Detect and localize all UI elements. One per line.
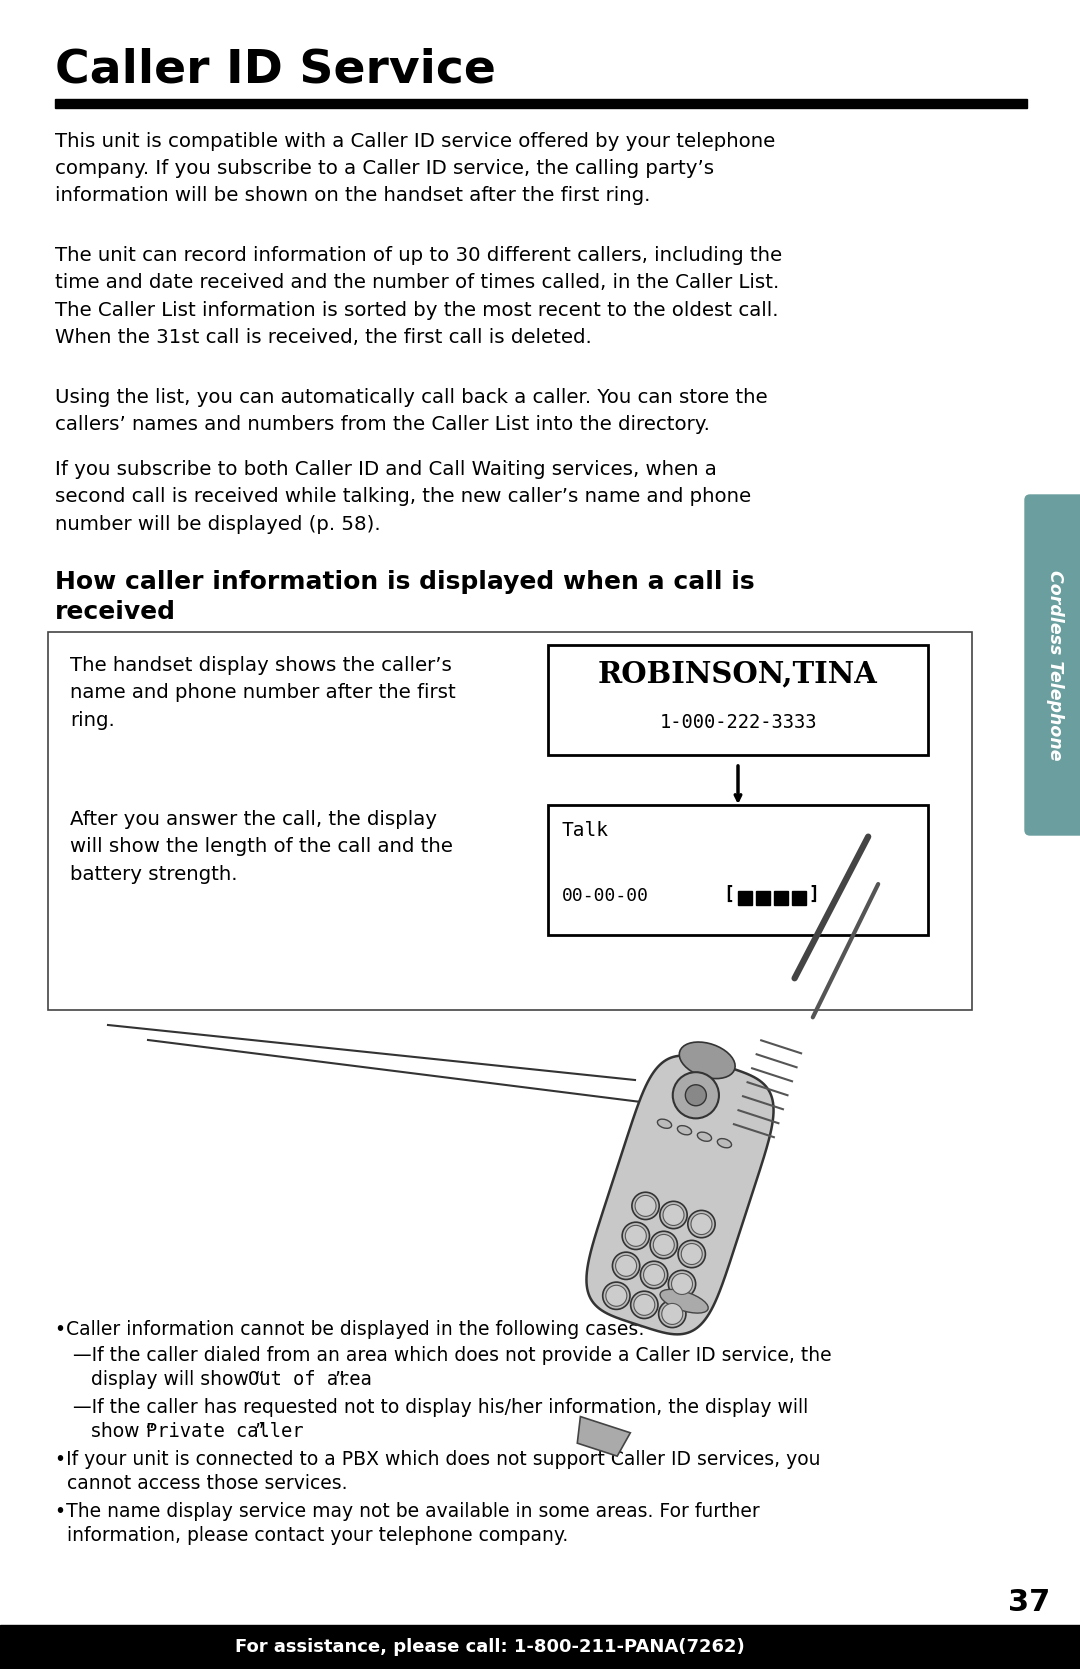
Polygon shape [660,1290,708,1314]
FancyBboxPatch shape [1025,496,1080,834]
Text: ROBINSON,TINA: ROBINSON,TINA [598,659,878,688]
Ellipse shape [677,1125,691,1135]
Circle shape [663,1205,684,1225]
Text: —If the caller has requested not to display his/her information, the display wil: —If the caller has requested not to disp… [73,1399,808,1417]
Ellipse shape [717,1138,731,1148]
Circle shape [691,1213,712,1235]
Text: cannot access those services.: cannot access those services. [55,1474,348,1494]
Ellipse shape [658,1120,672,1128]
Circle shape [632,1192,659,1220]
Text: [: [ [723,885,734,903]
Circle shape [669,1270,696,1297]
Circle shape [653,1235,674,1255]
Text: For assistance, please call: 1-800-211-PANA(7262): For assistance, please call: 1-800-211-P… [235,1637,745,1656]
Text: After you answer the call, the display
will show the length of the call and the
: After you answer the call, the display w… [70,809,453,883]
Text: The handset display shows the caller’s
name and phone number after the first
rin: The handset display shows the caller’s n… [70,656,456,729]
Text: ”.: ”. [334,1370,350,1389]
Text: Private caller: Private caller [146,1422,303,1440]
Bar [55,98,1027,108]
Circle shape [659,1300,686,1327]
Circle shape [634,1295,654,1315]
Bar [738,891,752,905]
Text: •Caller information cannot be displayed in the following cases:: •Caller information cannot be displayed … [55,1320,645,1339]
Text: received: received [55,599,176,624]
Text: Out of area: Out of area [248,1370,372,1389]
Circle shape [686,1085,706,1107]
Text: 00-00-00: 00-00-00 [562,886,649,905]
Text: 37: 37 [1008,1587,1050,1617]
Circle shape [688,1210,715,1238]
Text: 1-000-222-3333: 1-000-222-3333 [659,713,816,733]
Bar [774,891,788,905]
Circle shape [640,1262,667,1288]
Text: Caller ID Service: Caller ID Service [55,48,496,93]
Circle shape [625,1225,646,1247]
Text: How caller information is displayed when a call is: How caller information is displayed when… [55,571,755,594]
Circle shape [660,1202,687,1228]
Ellipse shape [698,1132,712,1142]
Circle shape [631,1292,658,1319]
Text: display will show “: display will show “ [91,1370,265,1389]
Bar [548,804,928,935]
Circle shape [616,1255,636,1277]
Bar [548,644,928,754]
Circle shape [662,1303,683,1325]
Text: show “: show “ [91,1422,156,1440]
Text: •If your unit is connected to a PBX which does not support Caller ID services, y: •If your unit is connected to a PBX whic… [55,1450,821,1469]
Polygon shape [586,1056,773,1334]
Text: Cordless Telephone: Cordless Telephone [1047,569,1064,761]
Text: ”.: ”. [254,1422,270,1440]
Text: If you subscribe to both Caller ID and Call Waiting services, when a
second call: If you subscribe to both Caller ID and C… [55,461,751,534]
Text: information, please contact your telephone company.: information, please contact your telepho… [55,1525,568,1545]
Circle shape [622,1222,649,1250]
Text: •The name display service may not be available in some areas. For further: •The name display service may not be ava… [55,1502,759,1520]
Polygon shape [578,1417,631,1455]
Circle shape [612,1252,639,1280]
Circle shape [603,1282,630,1310]
Circle shape [635,1195,656,1217]
Text: Using the list, you can automatically call back a caller. You can store the
call: Using the list, you can automatically ca… [55,387,768,434]
Text: This unit is compatible with a Caller ID service offered by your telephone
compa: This unit is compatible with a Caller ID… [55,132,775,205]
Bar [48,633,972,1010]
Circle shape [650,1232,677,1258]
Text: Talk: Talk [562,821,609,840]
Circle shape [672,1273,692,1295]
Text: —If the caller dialed from an area which does not provide a Caller ID service, t: —If the caller dialed from an area which… [73,1345,832,1365]
Bar [792,891,806,905]
Text: The unit can record information of up to 30 different callers, including the
tim: The unit can record information of up to… [55,245,782,347]
Bar [756,891,770,905]
Text: ]: ] [808,885,819,903]
Circle shape [678,1240,705,1268]
Circle shape [681,1243,702,1265]
Circle shape [673,1071,719,1118]
Bar [0,1626,1080,1669]
Circle shape [644,1265,664,1285]
Polygon shape [679,1041,735,1078]
Circle shape [606,1285,626,1307]
